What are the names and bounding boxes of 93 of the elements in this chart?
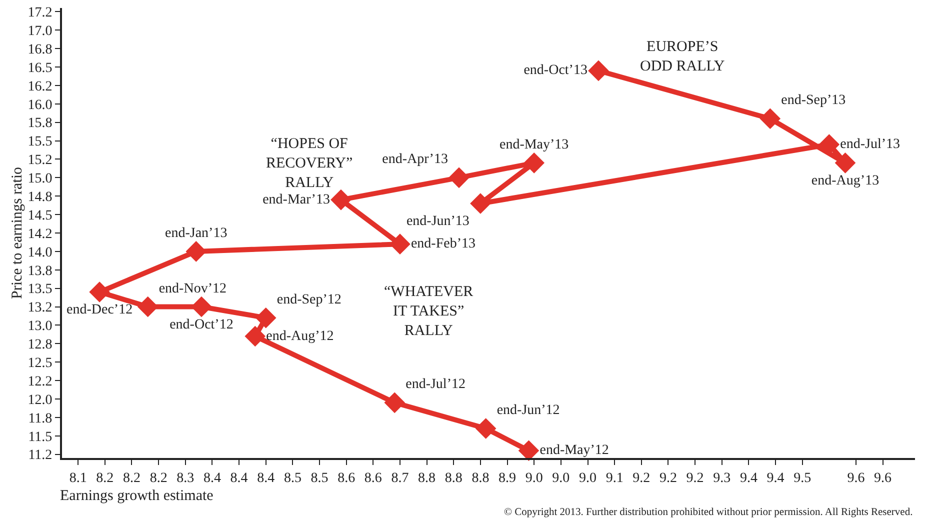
x-tick-label: 8.8 bbox=[418, 470, 436, 486]
data-label: end-Jan’13 bbox=[165, 226, 228, 241]
x-tick-label: 8.2 bbox=[96, 470, 114, 486]
y-tick-label: 14.8 bbox=[28, 190, 52, 206]
y-tick-label: 11.5 bbox=[28, 430, 52, 445]
data-label: end-Jul’12 bbox=[406, 377, 466, 392]
y-tick-label: 14.5 bbox=[28, 208, 52, 224]
data-label: end-Oct’13 bbox=[524, 63, 588, 78]
data-label: end-Dec’12 bbox=[66, 302, 133, 318]
data-label: end-Jun’12 bbox=[496, 402, 560, 418]
x-tick-label: 9.2 bbox=[686, 470, 704, 486]
x-tick-label: 9.0 bbox=[579, 470, 596, 486]
x-tick-label: 9.3 bbox=[713, 470, 731, 486]
point bbox=[330, 189, 352, 210]
y-tick-label: 16.8 bbox=[28, 42, 52, 58]
x-axis-title: Earnings growth estimate bbox=[60, 488, 214, 504]
data-label: end-Feb’13 bbox=[410, 236, 476, 252]
y-tick-label: 13.0 bbox=[28, 319, 52, 334]
x-tick-label: 8.4 bbox=[203, 470, 221, 486]
data-label: end-Oct’12 bbox=[170, 317, 234, 332]
x-tick-label: 9.0 bbox=[552, 470, 570, 486]
data-label: end-Jul’13 bbox=[840, 136, 900, 152]
data-label: end-Sep’13 bbox=[781, 93, 846, 108]
data-label: end-Nov’12 bbox=[158, 281, 226, 296]
point bbox=[524, 152, 544, 174]
data-label: end-Apr’13 bbox=[382, 152, 448, 168]
y-tick-label: 14.0 bbox=[28, 245, 52, 260]
x-tick-label: 9.2 bbox=[659, 470, 677, 486]
y-tick-label: 13.2 bbox=[28, 300, 52, 316]
y-tick-label: 13.8 bbox=[28, 264, 52, 279]
x-tick-label: 9.6 bbox=[874, 470, 892, 486]
point bbox=[390, 234, 410, 254]
x-tick-label: 8.5 bbox=[310, 470, 328, 486]
y-tick-label: 15.2 bbox=[28, 153, 52, 168]
annotation: “HOPES OF RECOVERY” RALLY bbox=[266, 136, 353, 191]
y-axis-title: Price to earnings ratio bbox=[9, 166, 26, 300]
y-tick-label: 12.5 bbox=[28, 356, 52, 371]
x-tick-label: 8.2 bbox=[150, 470, 168, 486]
x-tick-label: 8.8 bbox=[444, 470, 462, 486]
x-tick-label: 8.8 bbox=[472, 470, 490, 486]
x-tick-label: 9.6 bbox=[847, 470, 865, 486]
point bbox=[244, 326, 266, 347]
x-tick-label: 9.0 bbox=[525, 470, 543, 486]
point bbox=[475, 418, 496, 439]
data-label: end-Aug’12 bbox=[266, 328, 334, 344]
point bbox=[470, 193, 491, 214]
x-tick-label: 8.2 bbox=[122, 470, 140, 486]
y-tick-label: 11.8 bbox=[28, 411, 52, 426]
x-tick-label: 8.1 bbox=[69, 470, 87, 486]
y-tick-label: 15.8 bbox=[28, 116, 52, 132]
x-tick-label: 8.5 bbox=[284, 470, 302, 486]
x-tick-label: 8.6 bbox=[364, 470, 382, 486]
point bbox=[518, 440, 540, 462]
y-tick-label: 12.8 bbox=[28, 338, 52, 353]
x-tick-label: 8.6 bbox=[338, 470, 356, 486]
y-tick-label: 16.5 bbox=[28, 60, 52, 76]
y-tick-label: 17.2 bbox=[28, 6, 52, 21]
y-tick-label: 13.5 bbox=[28, 282, 52, 298]
y-tick-label: 12.2 bbox=[28, 374, 52, 390]
x-tick-label: 8.7 bbox=[391, 470, 409, 486]
x-tick-label: 9.1 bbox=[606, 470, 624, 486]
data-label: end-Aug’13 bbox=[811, 173, 880, 188]
point bbox=[384, 392, 406, 414]
point bbox=[448, 167, 470, 188]
point bbox=[834, 152, 856, 174]
y-tick-label: 15.5 bbox=[28, 134, 52, 150]
annotation: “WHATEVER IT TAKES” RALLY bbox=[384, 284, 474, 339]
y-tick-label: 16.2 bbox=[28, 79, 52, 94]
data-label: end-Sep’12 bbox=[276, 292, 342, 308]
y-tick-label: 17.0 bbox=[28, 24, 52, 40]
data-label: end-Mar’13 bbox=[262, 192, 330, 208]
annotation: EUROPE’S ODD RALLY bbox=[640, 39, 725, 74]
y-tick-label: 14.2 bbox=[28, 226, 52, 242]
y-tick-label: 12.0 bbox=[28, 392, 52, 408]
point bbox=[588, 60, 609, 82]
x-tick-label: 8.4 bbox=[230, 470, 248, 486]
x-tick-label: 9.5 bbox=[794, 470, 812, 486]
y-tick-label: 15.0 bbox=[28, 172, 52, 187]
x-tick-label: 9.4 bbox=[740, 470, 758, 486]
y-tick-label: 11.2 bbox=[28, 448, 52, 464]
data-label: end-Jun’13 bbox=[406, 214, 470, 229]
point bbox=[255, 307, 276, 328]
x-tick-label: 8.9 bbox=[498, 470, 516, 486]
text: © Copyright 2013. Further distribution prohibited without prior permission. All Rights Reserved. bbox=[504, 507, 913, 518]
x-tick-label: 9.2 bbox=[632, 470, 650, 486]
x-tick-label: 8.4 bbox=[257, 470, 275, 486]
data-label: end-May’12 bbox=[540, 443, 609, 458]
point bbox=[760, 108, 781, 130]
x-tick-label: 8.3 bbox=[176, 470, 194, 486]
data-label: end-May’13 bbox=[500, 137, 569, 152]
point bbox=[89, 282, 110, 302]
y-tick-label: 16.0 bbox=[28, 98, 52, 113]
x-tick-label: 9.4 bbox=[766, 470, 784, 486]
